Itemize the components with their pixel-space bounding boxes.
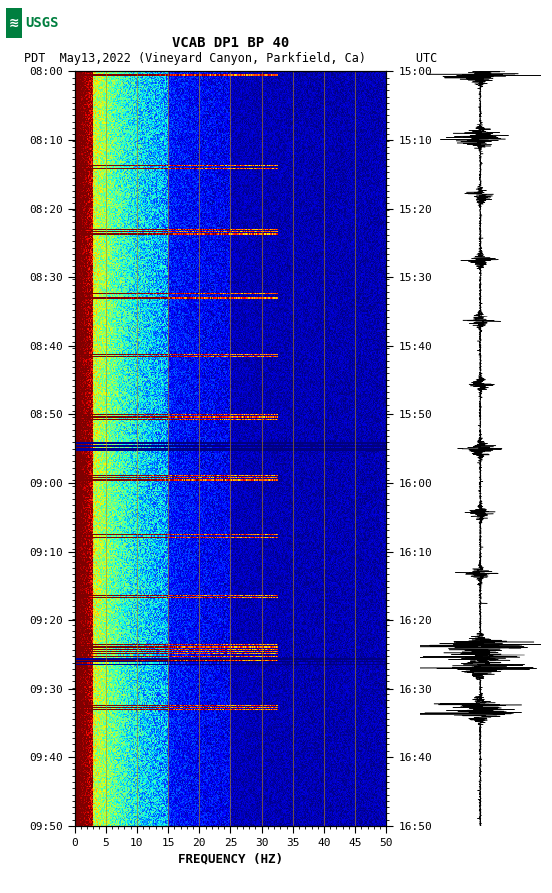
Text: PDT  May13,2022 (Vineyard Canyon, Parkfield, Ca)       UTC: PDT May13,2022 (Vineyard Canyon, Parkfie… xyxy=(24,53,437,65)
Text: USGS: USGS xyxy=(25,16,59,30)
Text: VCAB DP1 BP 40: VCAB DP1 BP 40 xyxy=(172,36,289,50)
Text: ≋: ≋ xyxy=(8,16,19,29)
FancyBboxPatch shape xyxy=(6,8,22,38)
X-axis label: FREQUENCY (HZ): FREQUENCY (HZ) xyxy=(178,852,283,865)
